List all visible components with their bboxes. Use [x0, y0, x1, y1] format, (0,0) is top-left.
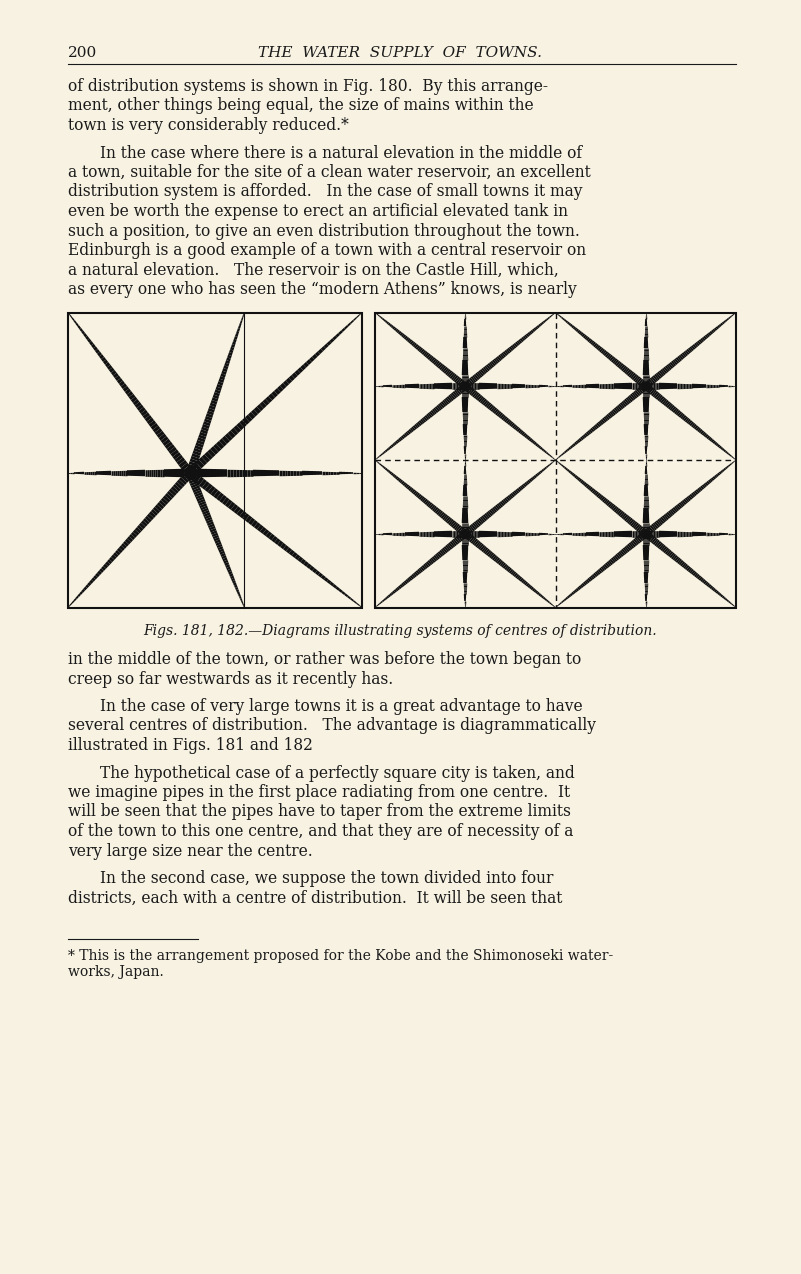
- Text: 200: 200: [68, 46, 97, 60]
- Text: will be seen that the pipes have to taper from the extreme limits: will be seen that the pipes have to tape…: [68, 804, 571, 820]
- Text: such a position, to give an even distribution throughout the town.: such a position, to give an even distrib…: [68, 223, 580, 240]
- Text: In the second case, we suppose the town divided into four: In the second case, we suppose the town …: [100, 870, 553, 887]
- Text: districts, each with a centre of distribution.  It will be seen that: districts, each with a centre of distrib…: [68, 889, 562, 907]
- Text: creep so far westwards as it recently has.: creep so far westwards as it recently ha…: [68, 670, 393, 688]
- Text: works, Japan.: works, Japan.: [68, 964, 163, 978]
- Text: In the case of very large towns it is a great advantage to have: In the case of very large towns it is a …: [100, 698, 582, 715]
- Text: a natural elevation.   The reservoir is on the Castle Hill, which,: a natural elevation. The reservoir is on…: [68, 261, 559, 279]
- Text: in the middle of the town, or rather was before the town began to: in the middle of the town, or rather was…: [68, 651, 582, 668]
- Text: as every one who has seen the “modern Athens” knows, is nearly: as every one who has seen the “modern At…: [68, 282, 577, 298]
- Text: we imagine pipes in the first place radiating from one centre.  It: we imagine pipes in the first place radi…: [68, 784, 570, 801]
- Text: of the town to this one centre, and that they are of necessity of a: of the town to this one centre, and that…: [68, 823, 574, 840]
- Text: In the case where there is a natural elevation in the middle of: In the case where there is a natural ele…: [100, 144, 582, 162]
- Text: distribution system is afforded.   In the case of small towns it may: distribution system is afforded. In the …: [68, 183, 582, 200]
- Text: even be worth the expense to erect an artificial elevated tank in: even be worth the expense to erect an ar…: [68, 203, 568, 220]
- Text: The hypothetical case of a perfectly square city is taken, and: The hypothetical case of a perfectly squ…: [100, 764, 575, 781]
- Bar: [68, 312, 362, 608]
- Bar: [375, 312, 736, 608]
- Text: illustrated in Figs. 181 and 182: illustrated in Figs. 181 and 182: [68, 736, 313, 754]
- Text: a town, suitable for the site of a clean water reservoir, an excellent: a town, suitable for the site of a clean…: [68, 164, 591, 181]
- Text: ment, other things being equal, the size of mains within the: ment, other things being equal, the size…: [68, 98, 533, 115]
- Text: several centres of distribution.   The advantage is diagrammatically: several centres of distribution. The adv…: [68, 717, 596, 735]
- Text: THE  WATER  SUPPLY  OF  TOWNS.: THE WATER SUPPLY OF TOWNS.: [258, 46, 542, 60]
- Text: town is very considerably reduced.*: town is very considerably reduced.*: [68, 117, 348, 134]
- Text: of distribution systems is shown in Fig. 180.  By this arrange-: of distribution systems is shown in Fig.…: [68, 78, 548, 96]
- Text: Edinburgh is a good example of a town with a central reservoir on: Edinburgh is a good example of a town wi…: [68, 242, 586, 259]
- Text: Figs. 181, 182.—Diagrams illustrating systems of centres of distribution.: Figs. 181, 182.—Diagrams illustrating sy…: [143, 623, 657, 637]
- Text: * This is the arrangement proposed for the Kobe and the Shimonoseki water-: * This is the arrangement proposed for t…: [68, 949, 614, 963]
- Text: very large size near the centre.: very large size near the centre.: [68, 842, 312, 860]
